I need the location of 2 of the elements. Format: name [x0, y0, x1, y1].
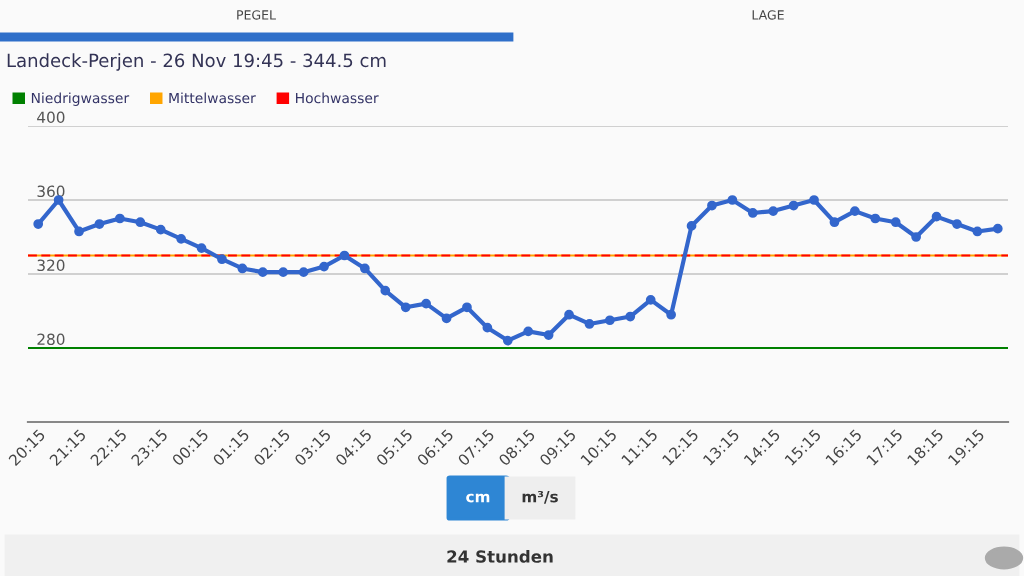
chart-title: Landeck-Perjen - 26 Nov 19:45 - 344.5 cm: [7, 53, 386, 71]
text: 24 Stunden: [447, 549, 553, 563]
